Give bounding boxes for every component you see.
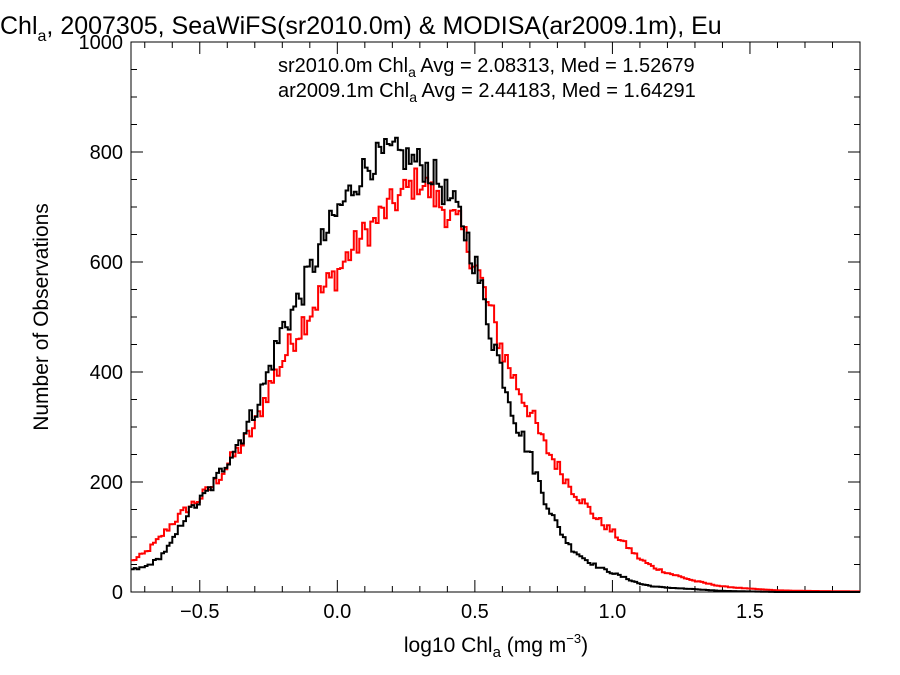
y-axis-label: Number of Observations bbox=[30, 203, 53, 431]
x-tick-label: 0.5 bbox=[461, 601, 489, 623]
x-tick-label: −0.5 bbox=[180, 601, 219, 623]
xlabel-end: ) bbox=[581, 634, 588, 657]
annotation-seawifs: sr2010.0m Chla Avg = 2.08313, Med = 1.52… bbox=[278, 55, 695, 80]
title-chl: Chl bbox=[0, 12, 38, 40]
y-tick-label: 1000 bbox=[79, 32, 124, 54]
series-group bbox=[131, 136, 860, 593]
y-tick-label: 0 bbox=[112, 582, 123, 604]
x-tick-label: 1.0 bbox=[599, 601, 627, 623]
plot-frame bbox=[130, 41, 861, 593]
xlabel-sub: a bbox=[493, 644, 502, 661]
y-tick-label: 400 bbox=[90, 362, 123, 384]
chart-title: Chla, 2007305, SeaWiFS(sr2010.0m) & MODI… bbox=[0, 12, 722, 45]
annotation-seawifs-post: Avg = 2.08313, Med = 1.52679 bbox=[416, 55, 695, 77]
xlabel-sup: −3 bbox=[566, 631, 581, 646]
x-axis-label: log10 Chla (mg m−3) bbox=[404, 631, 588, 661]
y-tick-label: 800 bbox=[90, 142, 123, 164]
series-modisa-line bbox=[131, 167, 860, 593]
axis-ticks: −0.5 0.0 0.5 1.0 1.5 0 200 400 600 800 1000 bbox=[79, 32, 861, 623]
annotation-modisa-post: Avg = 2.44183, Med = 1.64291 bbox=[417, 80, 696, 102]
y-tick-label: 200 bbox=[90, 472, 123, 494]
x-tick-label: 0.0 bbox=[323, 601, 351, 623]
annotation-modisa-pre: ar2009.1m Chl bbox=[278, 80, 409, 102]
title-subscript: a bbox=[38, 28, 47, 45]
annotation-modisa-sub: a bbox=[409, 89, 417, 105]
series-seawifs-line bbox=[131, 136, 860, 593]
annotation-seawifs-sub: a bbox=[408, 64, 416, 80]
xlabel-pre: log10 Chl bbox=[404, 634, 493, 657]
x-tick-label: 1.5 bbox=[736, 601, 764, 623]
annotation-seawifs-pre: sr2010.0m Chl bbox=[278, 55, 408, 77]
xlabel-mid: (mg m bbox=[501, 634, 566, 657]
annotation-modisa: ar2009.1m Chla Avg = 2.44183, Med = 1.64… bbox=[278, 80, 696, 105]
title-rest: , 2007305, SeaWiFS(sr2010.0m) & MODISA(a… bbox=[46, 12, 721, 40]
y-tick-label: 600 bbox=[90, 252, 123, 274]
